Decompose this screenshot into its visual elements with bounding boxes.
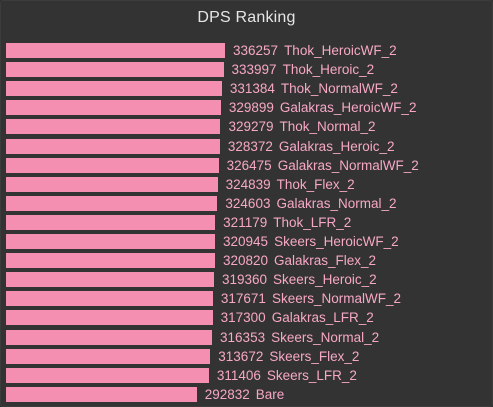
bar <box>6 62 224 78</box>
bar-label: 320820 Galakras_Flex_2 <box>223 253 376 268</box>
bar-category-label: Skeers_Flex_2 <box>269 348 360 364</box>
bar-value-label: 328372 <box>227 138 273 154</box>
bar-label: 331384 Thok_NormalWF_2 <box>230 81 398 96</box>
bar-value-label: 292832 <box>204 386 250 402</box>
bar-row: 317671 Skeers_NormalWF_2 <box>6 291 401 307</box>
bar-value-label: 311406 <box>216 367 261 383</box>
bar-category-label: Thok_NormalWF_2 <box>280 81 398 97</box>
bar-category-label: Thok_Heroic_2 <box>282 62 375 78</box>
bar-row: 333997 Thok_Heroic_2 <box>6 62 375 78</box>
bar-label: 319360 Skeers_Heroic_2 <box>222 272 377 287</box>
bar-value-label: 333997 <box>231 62 277 78</box>
bar-value-label: 320945 <box>223 234 269 249</box>
bar-value-label: 329899 <box>228 100 274 116</box>
bar <box>6 329 213 345</box>
bar <box>6 310 213 326</box>
bar-row: 324603 Galakras_Normal_2 <box>6 195 397 211</box>
bar-label: 292832 Bare <box>205 387 285 402</box>
bar-row: 328372 Galakras_Heroic_2 <box>6 138 395 154</box>
bar-row: 311406 Skeers_LFR_2 <box>6 367 357 383</box>
bar-value-label: 324839 <box>225 176 271 192</box>
bar <box>6 43 225 58</box>
bar <box>6 157 219 173</box>
bar-category-label: Skeers_HeroicWF_2 <box>274 234 399 249</box>
bar-row: 331384 Thok_NormalWF_2 <box>6 81 398 97</box>
bar-category-label: Thok_HeroicWF_2 <box>284 43 397 58</box>
bar-label: 311406 Skeers_LFR_2 <box>217 368 357 383</box>
bar-value-label: 319360 <box>221 272 268 288</box>
bar-label: 324603 Galakras_Normal_2 <box>225 196 396 211</box>
bar-row: 313672 Skeers_Flex_2 <box>6 348 359 364</box>
bar-row: 329279 Thok_Normal_2 <box>6 119 376 135</box>
bar-row: 292832 Bare <box>6 386 285 402</box>
bar <box>6 253 215 269</box>
bar-value-label: 336257 <box>233 43 279 58</box>
bar-row: 319360 Skeers_Heroic_2 <box>6 272 377 288</box>
bar-label: 333997 Thok_Heroic_2 <box>232 62 375 77</box>
bar-label: 326475 Galakras_NormalWF_2 <box>227 158 419 173</box>
bar-value-label: 321179 <box>223 214 268 230</box>
bar-row: 320820 Galakras_Flex_2 <box>6 253 376 269</box>
bar <box>6 214 216 230</box>
bar-category-label: Skeers_LFR_2 <box>266 367 357 383</box>
chart-title: DPS Ranking <box>197 9 296 26</box>
bar <box>6 234 216 249</box>
bar-category-label: Thok_Normal_2 <box>279 119 376 135</box>
bar-category-label: Galakras_NormalWF_2 <box>277 157 419 173</box>
bar-value-label: 329279 <box>228 119 274 135</box>
bar-category-label: Galakras_Normal_2 <box>276 195 397 211</box>
bar-category-label: Galakras_HeroicWF_2 <box>279 100 417 116</box>
bar <box>6 119 221 135</box>
bar <box>6 348 211 364</box>
bar-label: 313672 Skeers_Flex_2 <box>218 349 359 364</box>
bar <box>6 272 214 288</box>
bar-row: 321179 Thok_LFR_2 <box>6 214 351 230</box>
bar-value-label: 317300 <box>220 310 266 326</box>
bar <box>6 176 218 192</box>
bar-value-label: 313672 <box>218 348 264 364</box>
bar <box>6 195 218 211</box>
bar-value-label: 326475 <box>226 157 272 173</box>
bar-label: 329899 Galakras_HeroicWF_2 <box>229 100 417 115</box>
bar-row: 336257 Thok_HeroicWF_2 <box>6 43 397 58</box>
bar <box>6 138 220 154</box>
bar <box>6 291 213 307</box>
bar <box>6 367 209 383</box>
bar-label: 316353 Skeers_Normal_2 <box>220 330 379 345</box>
bar-category-label: Thok_LFR_2 <box>273 214 352 230</box>
bar-label: 324839 Thok_Flex_2 <box>226 177 355 192</box>
bar-chart: 336257 Thok_HeroicWF_2 333997 Thok_Heroic_2… <box>6 43 491 403</box>
bar-category-label: Bare <box>255 386 285 402</box>
bar-label: 320945 Skeers_HeroicWF_2 <box>223 234 399 249</box>
bar-value-label: 331384 <box>229 81 275 97</box>
bar-category-label: Galakras_Flex_2 <box>274 253 377 269</box>
bar-label: 328372 Galakras_Heroic_2 <box>228 139 395 154</box>
bar-row: 317300 Galakras_LFR_2 <box>6 310 374 326</box>
bar-category-label: Skeers_Heroic_2 <box>273 272 377 288</box>
bar <box>6 81 222 97</box>
bar-value-label: 316353 <box>220 329 266 345</box>
bar-value-label: 317671 <box>220 291 266 307</box>
bar-value-label: 320820 <box>222 253 268 269</box>
bar-row: 316353 Skeers_Normal_2 <box>6 329 379 345</box>
bar-label: 336257 Thok_HeroicWF_2 <box>233 43 397 58</box>
bar-label: 329279 Thok_Normal_2 <box>228 119 375 134</box>
bar-label: 321179 Thok_LFR_2 <box>223 215 351 230</box>
bar-row: 329899 Galakras_HeroicWF_2 <box>6 100 417 116</box>
bar-category-label: Galakras_LFR_2 <box>271 310 374 326</box>
bar-category-label: Skeers_NormalWF_2 <box>271 291 401 307</box>
bar <box>6 386 197 402</box>
bar-row: 324839 Thok_Flex_2 <box>6 176 355 192</box>
bar-category-label: Galakras_Heroic_2 <box>278 138 395 154</box>
bar-value-label: 324603 <box>225 195 271 211</box>
bar-row: 326475 Galakras_NormalWF_2 <box>6 157 419 173</box>
bar-label: 317300 Galakras_LFR_2 <box>221 310 374 325</box>
bar-label: 317671 Skeers_NormalWF_2 <box>221 291 401 306</box>
bar-row: 320945 Skeers_HeroicWF_2 <box>6 234 399 249</box>
bar-category-label: Thok_Flex_2 <box>276 176 355 192</box>
bar-category-label: Skeers_Normal_2 <box>271 329 380 345</box>
bar <box>6 100 221 116</box>
